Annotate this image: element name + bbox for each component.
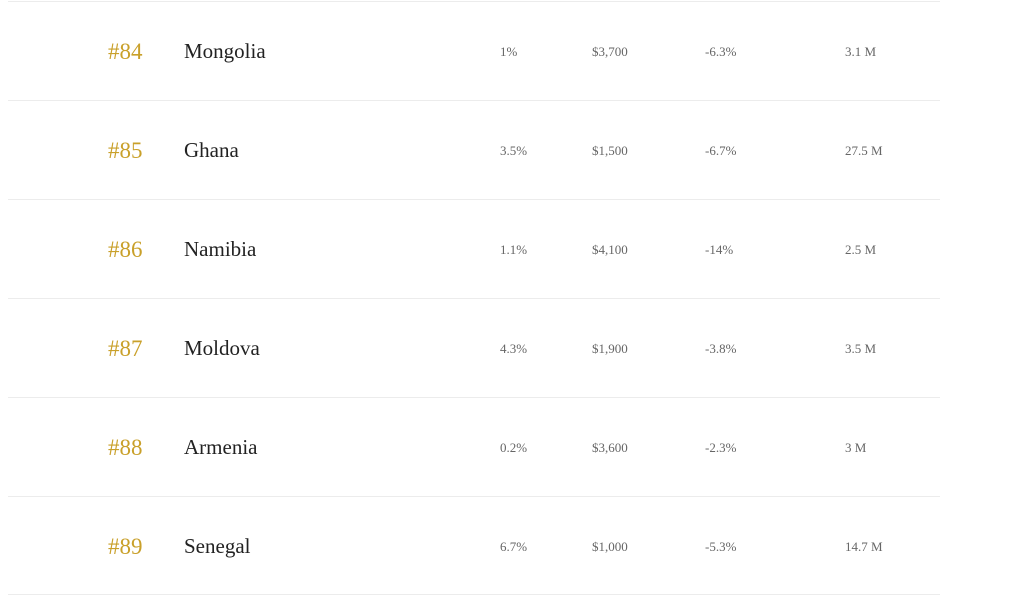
table-row: #88 Armenia 0.2% $3,600 -2.3% 3 M (8, 397, 940, 496)
growth: 3.5% (500, 143, 528, 158)
table-row: #87 Moldova 4.3% $1,900 -3.8% 3.5 M (8, 298, 940, 397)
table-row: #89 Senegal 6.7% $1,000 -5.3% 14.7 M (8, 496, 940, 595)
population: 3.5 M (845, 341, 877, 356)
rank: #89 (108, 534, 143, 559)
table-row: #84 Mongolia 1% $3,700 -6.3% 3.1 M (8, 1, 940, 100)
change: -6.3% (705, 44, 737, 59)
country: Senegal (184, 534, 251, 558)
country: Armenia (184, 435, 258, 459)
gdp-per-capita: $1,000 (592, 539, 628, 554)
rank: #85 (108, 138, 143, 163)
change: -14% (705, 242, 734, 257)
rank: #86 (108, 237, 143, 262)
population: 3.1 M (845, 44, 877, 59)
rank: #87 (108, 336, 143, 361)
gdp-per-capita: $3,700 (592, 44, 628, 59)
table-row: #85 Ghana 3.5% $1,500 -6.7% 27.5 M (8, 100, 940, 199)
population: 2.5 M (845, 242, 877, 257)
population: 14.7 M (845, 539, 883, 554)
rank: #84 (108, 39, 143, 64)
growth: 1% (500, 44, 518, 59)
gdp-per-capita: $3,600 (592, 440, 628, 455)
country: Moldova (184, 336, 260, 360)
growth: 1.1% (500, 242, 528, 257)
gdp-per-capita: $1,900 (592, 341, 628, 356)
change: -6.7% (705, 143, 737, 158)
change: -5.3% (705, 539, 737, 554)
population: 27.5 M (845, 143, 883, 158)
population: 3 M (845, 440, 867, 455)
gdp-per-capita: $4,100 (592, 242, 628, 257)
change: -3.8% (705, 341, 737, 356)
table-row: #86 Namibia 1.1% $4,100 -14% 2.5 M (8, 199, 940, 298)
gdp-per-capita: $1,500 (592, 143, 628, 158)
country: Ghana (184, 138, 239, 162)
change: -2.3% (705, 440, 737, 455)
rank: #88 (108, 435, 143, 460)
country: Namibia (184, 237, 257, 261)
growth: 6.7% (500, 539, 528, 554)
growth: 0.2% (500, 440, 528, 455)
growth: 4.3% (500, 341, 528, 356)
country: Mongolia (184, 39, 266, 63)
